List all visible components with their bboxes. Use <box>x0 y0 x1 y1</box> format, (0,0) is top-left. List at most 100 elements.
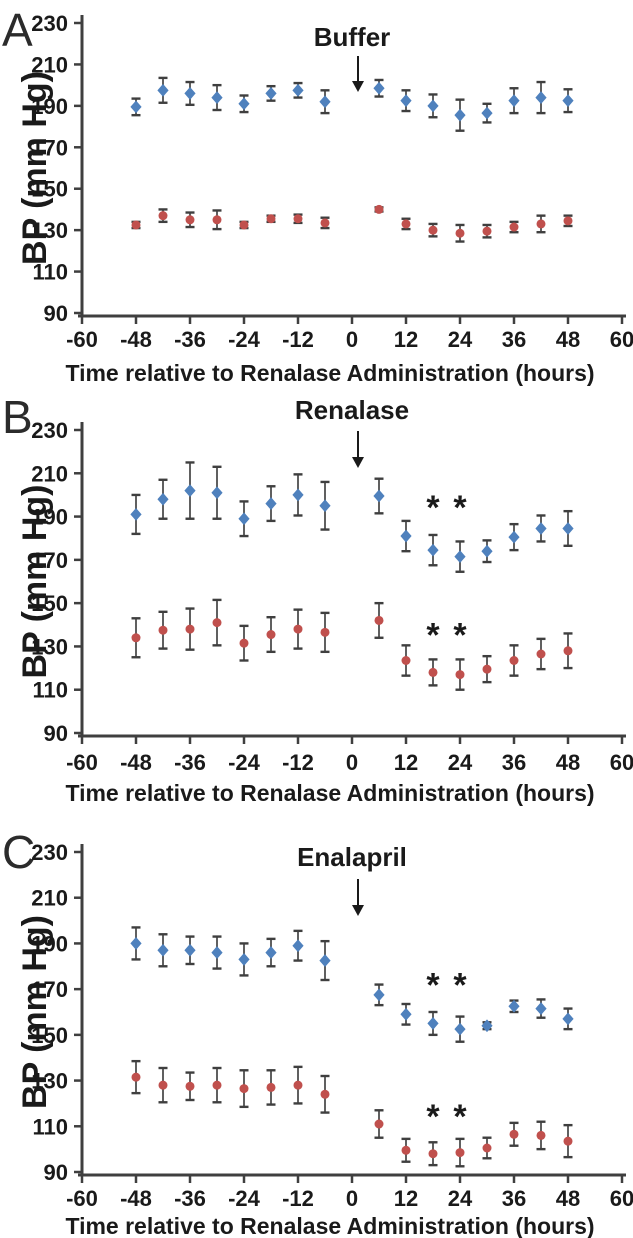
data-point-circle <box>374 1119 384 1129</box>
y-tick-label: 130 <box>31 218 68 243</box>
panel-title: Buffer <box>314 22 391 52</box>
significance-asterisk: * <box>453 489 467 527</box>
x-tick-label: -48 <box>120 1186 152 1211</box>
significance-asterisk: * <box>426 489 440 527</box>
data-point-diamond <box>184 484 196 497</box>
panel-title: Enalapril <box>297 842 407 872</box>
data-point-diamond <box>373 988 385 1002</box>
red-circle-series <box>131 204 573 243</box>
data-point-circle <box>428 1149 438 1159</box>
x-tick-label: 60 <box>610 750 633 775</box>
data-point-diamond <box>562 1012 574 1026</box>
panel-title: Renalase <box>295 395 409 425</box>
data-point-circle <box>158 211 168 221</box>
y-tick-label: 190 <box>31 505 68 530</box>
data-point-circle <box>374 204 384 214</box>
data-point-diamond <box>535 522 547 535</box>
y-axis-title: BP (mm Hg) <box>16 915 54 1109</box>
x-tick-label: 12 <box>394 750 418 775</box>
data-point-circle <box>320 218 330 228</box>
data-point-circle <box>266 1082 276 1092</box>
data-point-circle <box>239 220 249 230</box>
data-point-diamond <box>373 81 385 95</box>
x-tick-label: 60 <box>610 327 633 352</box>
y-tick-label: 130 <box>31 634 68 659</box>
data-point-diamond <box>508 530 520 544</box>
data-point-diamond <box>319 954 331 967</box>
data-point-circle <box>293 1080 303 1090</box>
x-tick-label: 0 <box>346 327 358 352</box>
data-point-circle <box>266 214 276 224</box>
x-tick-label: -12 <box>282 327 314 352</box>
data-point-diamond <box>454 550 466 564</box>
data-point-diamond <box>373 489 385 503</box>
data-point-circle <box>455 1148 465 1158</box>
data-point-circle <box>482 226 492 236</box>
data-point-circle <box>239 1084 249 1094</box>
red-circle-series <box>131 1059 573 1168</box>
x-tick-label: 48 <box>556 1186 580 1211</box>
data-point-diamond <box>400 529 412 543</box>
data-point-circle <box>131 1072 141 1082</box>
data-point-circle <box>293 624 303 634</box>
panel-letter: B <box>2 391 33 443</box>
y-tick-label: 210 <box>31 886 68 911</box>
data-point-diamond <box>508 999 520 1013</box>
x-tick-label: 48 <box>556 327 580 352</box>
data-point-circle <box>536 1130 546 1140</box>
data-point-diamond <box>265 946 277 959</box>
data-point-circle <box>563 1136 573 1146</box>
blue-diamond-series <box>130 926 574 1043</box>
data-point-diamond <box>265 87 277 100</box>
panel-letter: A <box>2 4 33 56</box>
data-point-diamond <box>238 512 250 526</box>
data-point-circle <box>428 667 438 677</box>
data-point-circle <box>320 627 330 637</box>
data-point-diamond <box>157 943 169 957</box>
data-point-circle <box>563 646 573 656</box>
data-point-circle <box>158 625 168 635</box>
significance-asterisk: * <box>426 1098 440 1136</box>
data-point-circle <box>482 664 492 674</box>
x-tick-label: 36 <box>502 327 526 352</box>
data-point-diamond <box>211 946 223 959</box>
data-point-diamond <box>265 497 277 510</box>
data-point-circle <box>185 624 195 634</box>
y-axis-title: BP (mm Hg) <box>16 485 54 679</box>
data-point-circle <box>428 225 438 235</box>
y-tick-label: 190 <box>31 94 68 119</box>
data-point-diamond <box>238 953 250 966</box>
data-point-diamond <box>319 95 331 109</box>
data-point-circle <box>212 618 222 628</box>
x-tick-label: -36 <box>174 327 206 352</box>
panel-letter: C <box>2 826 35 878</box>
data-point-diamond <box>319 499 331 513</box>
x-tick-label: 48 <box>556 750 580 775</box>
data-point-circle <box>185 215 195 225</box>
data-point-diamond <box>292 939 304 953</box>
y-tick-label: 190 <box>31 931 68 956</box>
y-tick-label: 90 <box>44 721 68 746</box>
data-point-diamond <box>400 94 412 108</box>
data-point-circle <box>509 222 519 232</box>
data-point-circle <box>482 1143 492 1153</box>
data-point-circle <box>509 1129 519 1139</box>
data-point-circle <box>293 214 303 224</box>
data-point-diamond <box>184 87 196 100</box>
data-point-circle <box>212 1080 222 1090</box>
data-point-diamond <box>184 943 196 957</box>
data-point-diamond <box>400 1007 412 1021</box>
injection-arrow-icon <box>352 879 364 916</box>
x-tick-label: 60 <box>610 1186 633 1211</box>
data-point-diamond <box>454 1022 466 1036</box>
data-point-diamond <box>238 97 250 111</box>
data-point-diamond <box>562 94 574 108</box>
x-tick-label: -60 <box>66 1186 98 1211</box>
data-point-circle <box>131 220 141 230</box>
y-tick-label: 170 <box>31 135 68 160</box>
x-tick-label: -48 <box>120 750 152 775</box>
data-point-circle <box>536 649 546 659</box>
x-tick-label: -60 <box>66 750 98 775</box>
x-tick-label: 12 <box>394 327 418 352</box>
y-tick-label: 110 <box>33 1114 69 1139</box>
